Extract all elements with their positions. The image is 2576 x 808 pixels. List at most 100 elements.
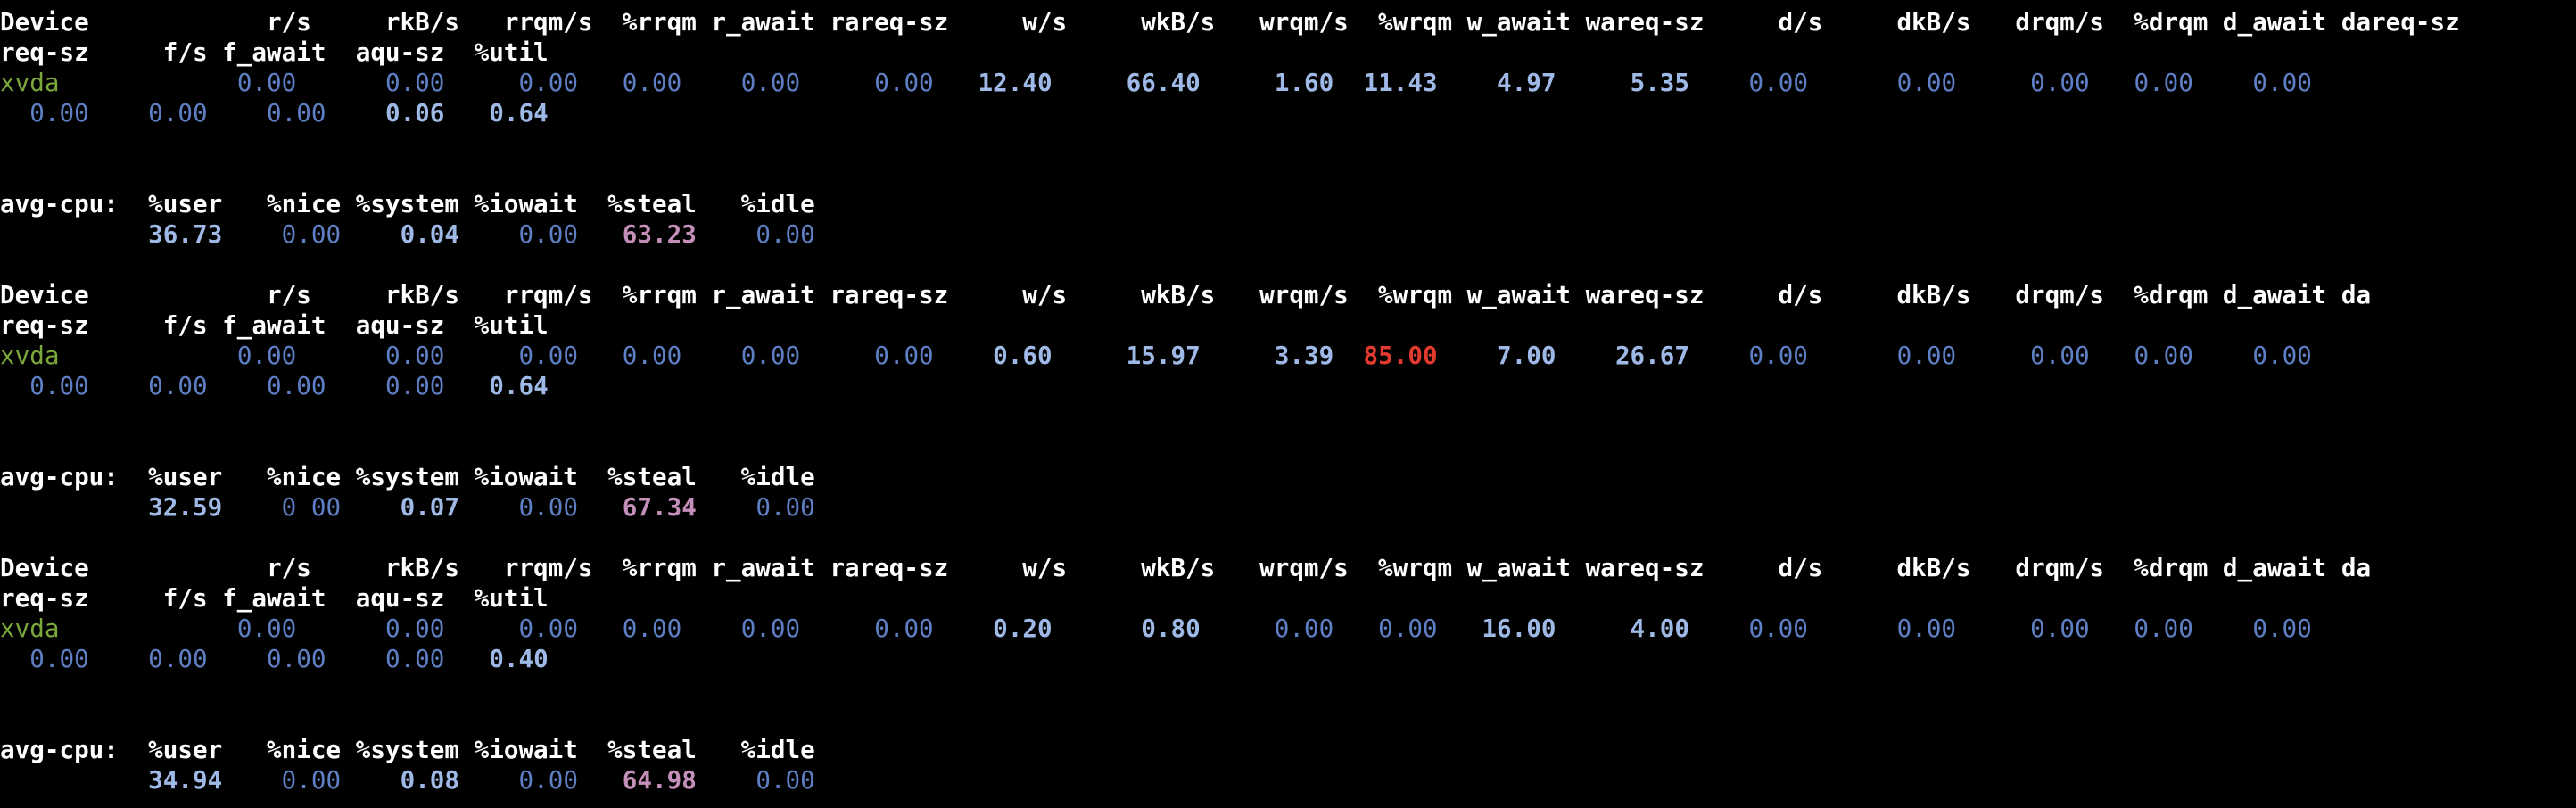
blank-line [0, 250, 2576, 280]
stat-value: 3.39 [1274, 341, 1334, 370]
stat-value: 0.00 [740, 68, 801, 97]
spacer [222, 765, 281, 795]
spacer [578, 492, 623, 522]
stat-value: 0.64 [489, 371, 549, 400]
stat-value: 0.80 [1141, 614, 1201, 643]
stats-row: 36.73 0.00 0.04 0.00 63.23 0.00 [0, 219, 2576, 250]
stat-value: 26.67 [1614, 341, 1690, 370]
spacer [2090, 341, 2134, 370]
blank-line [0, 128, 2576, 159]
stat-value: 0.00 [29, 98, 89, 128]
device-name: xvda [0, 68, 60, 97]
spacer [208, 98, 267, 128]
spacer [1201, 341, 1275, 370]
stat-value: 0.00 [267, 371, 326, 400]
blank-line [0, 432, 2576, 462]
spacer [1808, 68, 1897, 97]
spacer [0, 492, 148, 522]
stat-value: 0.00 [518, 765, 578, 795]
spacer [1438, 68, 1497, 97]
stats-row: xvda 0.00 0.00 0.00 0.00 0.00 0.00 0.60 … [0, 341, 2576, 371]
spacer [681, 68, 740, 97]
stats-row: 0.00 0.00 0.00 0.00 0.64 [0, 371, 2576, 401]
spacer [341, 219, 400, 249]
spacer [222, 492, 281, 522]
spacer [0, 371, 29, 400]
stats-row: xvda 0.00 0.00 0.00 0.00 0.00 0.00 12.40… [0, 68, 2576, 98]
spacer [459, 492, 518, 522]
stats-row: 0.00 0.00 0.00 0.06 0.64 [0, 98, 2576, 128]
stat-value: 0.00 [740, 341, 801, 370]
stat-value: 12.40 [978, 68, 1053, 97]
stat-value: 32.59 [148, 492, 223, 522]
spacer [296, 614, 385, 643]
spacer [578, 219, 623, 249]
spacer [89, 371, 148, 400]
spacer [444, 98, 489, 128]
stat-value: 0.00 [1274, 614, 1334, 643]
spacer [697, 219, 755, 249]
spacer [59, 341, 236, 370]
spacer [1053, 614, 1142, 643]
stat-value: 36.73 [148, 219, 223, 249]
spacer [697, 765, 755, 795]
cpu-header-line: avg-cpu: %user %nice %system %iowait %st… [0, 462, 815, 491]
stat-value: 0.00 [1748, 614, 1808, 643]
spacer [1808, 614, 1897, 643]
spacer [459, 219, 518, 249]
stat-value: 0.00 [518, 341, 578, 370]
spacer [2193, 68, 2252, 97]
spacer [934, 341, 993, 370]
stat-value: 0.00 [740, 614, 801, 643]
stat-value: 63.23 [622, 219, 697, 249]
stat-value: 0.00 [2134, 68, 2193, 97]
spacer [296, 68, 385, 97]
spacer [2090, 68, 2134, 97]
spacer [681, 341, 740, 370]
spacer [341, 765, 400, 795]
spacer [326, 371, 385, 400]
stat-value: 0.00 [148, 644, 208, 673]
spacer [1808, 341, 1897, 370]
spacer [444, 614, 518, 643]
stat-value: 4.00 [1630, 614, 1689, 643]
stat-value: 0.00 [2252, 614, 2312, 643]
stat-value: 0.08 [400, 765, 460, 795]
spacer [59, 614, 236, 643]
spacer [1438, 341, 1497, 370]
spacer [89, 98, 148, 128]
spacer [1333, 68, 1363, 97]
stat-value: 0.00 [1896, 68, 1957, 97]
stat-value: 64.98 [622, 765, 697, 795]
spacer [89, 644, 148, 673]
stat-value: 0.00 [29, 371, 89, 400]
device-header-line: req-sz f/s f_await aqu-sz %util [0, 37, 549, 67]
blank-line [0, 401, 2576, 432]
spacer [444, 341, 518, 370]
blank-line [0, 705, 2576, 735]
terminal-output[interactable]: Device r/s rkB/s rrqm/s %rrqm r_await ra… [0, 7, 2576, 808]
spacer [59, 68, 236, 97]
stat-value: 0.00 [384, 68, 445, 97]
spacer [681, 614, 740, 643]
spacer [222, 219, 281, 249]
blank-line [0, 523, 2576, 553]
spacer [1333, 614, 1378, 643]
cpu-header-line: avg-cpu: %user %nice %system %iowait %st… [0, 735, 815, 764]
stat-value: 7.00 [1497, 341, 1556, 370]
device-name: xvda [0, 341, 60, 370]
stat-value: 0.00 [384, 341, 445, 370]
stat-value: 0.00 [518, 492, 578, 522]
stat-value: 0.00 [1896, 341, 1957, 370]
spacer [1053, 68, 1127, 97]
stat-value: 0.00 [622, 614, 682, 643]
stat-value: 34.94 [148, 765, 223, 795]
stat-value: 0.00 [384, 371, 445, 400]
stat-value: 67.34 [622, 492, 697, 522]
stat-value: 5.35 [1630, 68, 1690, 97]
stat-value: 85.00 [1363, 341, 1438, 370]
stat-value: 0.00 [281, 219, 342, 249]
spacer [1333, 341, 1363, 370]
stat-value: 0.60 [993, 341, 1053, 370]
spacer [697, 492, 755, 522]
